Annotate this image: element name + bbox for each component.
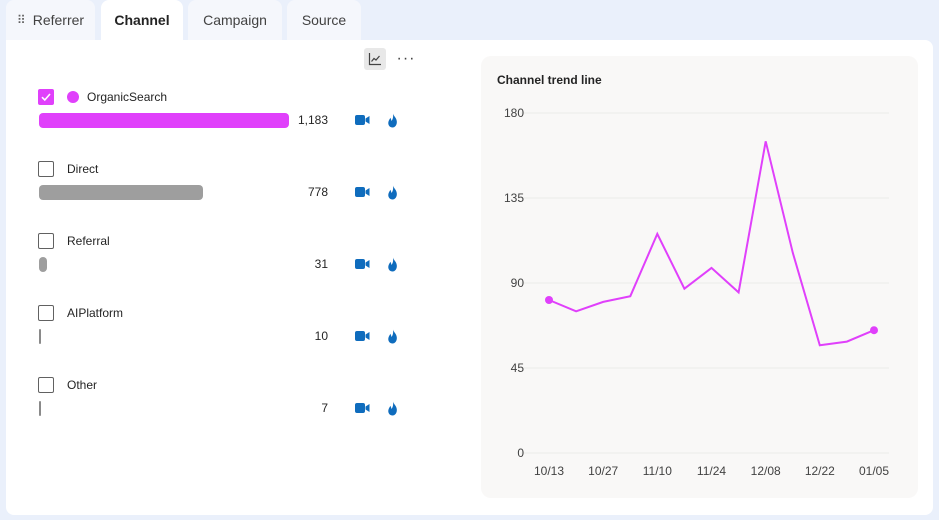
chart-toggle-button[interactable] [364,48,386,70]
fire-button[interactable] [384,327,402,345]
channel-checkbox[interactable] [38,377,54,393]
channel-bar [39,185,203,200]
tab-referrer-label: Referrer [32,12,85,28]
fire-button[interactable] [384,399,402,417]
tab-source[interactable]: Source [287,0,361,40]
channel-name: Referral [67,234,110,248]
video-icon [354,259,369,269]
channel-bar [39,329,41,344]
channel-name: Direct [67,162,99,176]
x-tick-label: 10/27 [588,464,618,478]
x-tick-label: 11/10 [643,464,672,478]
fire-icon [388,329,397,343]
y-tick-label: 0 [517,446,524,460]
tab-channel[interactable]: Channel [101,0,183,40]
y-tick-label: 90 [511,276,525,290]
tab-campaign-label: Campaign [203,12,267,28]
channel-row: AIPlatform 10 [38,305,418,365]
chart-title: Channel trend line [497,73,602,87]
channel-checkbox[interactable] [38,89,54,105]
channel-name: OrganicSearch [87,90,168,104]
trend-chart: 0 45 90 135 180 10/13 10/27 11/10 11/24 12/08 12/2… [504,106,889,478]
video-icon [354,403,369,413]
fire-icon [388,257,397,271]
fire-icon [388,113,397,127]
channel-count: 7 [321,401,328,415]
tab-source-label: Source [301,12,347,28]
channel-row: Other 7 [38,377,418,437]
fire-button[interactable] [384,111,402,129]
channel-name: AIPlatform [67,306,124,320]
more-horizontal-icon: ··· [396,50,416,67]
drag-handle-icon[interactable]: ⠿ [16,13,26,27]
fire-button[interactable] [384,183,402,201]
fire-icon [388,185,397,199]
x-tick-label: 12/22 [805,464,835,478]
series-color-dot [67,91,79,103]
video-icon [354,331,369,341]
channel-bar [39,257,47,272]
channel-checkbox[interactable] [38,305,54,321]
channel-bar [39,401,41,416]
x-tick-label: 12/08 [751,464,781,478]
x-tick-label: 01/05 [859,464,889,478]
channel-bar [39,113,289,128]
video-button[interactable] [353,111,371,129]
channel-panel: ··· OrganicSearch 1,183 Direct 778 Referral 3… [6,40,933,515]
video-button[interactable] [353,183,371,201]
fire-button[interactable] [384,255,402,273]
series-line [548,141,875,347]
tab-channel-label: Channel [114,12,170,28]
channel-count: 778 [307,185,328,199]
fire-icon [388,401,397,415]
channel-count: 10 [314,329,328,343]
more-options-button[interactable]: ··· [395,48,417,70]
channel-name: Other [67,378,98,392]
channel-count: 31 [314,257,328,271]
x-tick-label: 10/13 [534,464,564,478]
channel-row: Referral 31 [38,233,418,293]
tab-referrer[interactable]: ⠿ Referrer [6,0,95,40]
line-chart-icon [368,53,381,66]
y-tick-label: 135 [504,191,524,205]
video-button[interactable] [353,399,371,417]
channel-row: OrganicSearch 1,183 [38,89,418,149]
x-tick-label: 11/24 [697,464,726,478]
video-button[interactable] [353,255,371,273]
channel-checkbox[interactable] [38,233,54,249]
y-tick-label: 180 [504,106,524,120]
trend-chart-panel: Channel trend line 0 45 90 135 180 10/13 10/27… [481,56,918,498]
video-button[interactable] [353,327,371,345]
video-icon [354,187,369,197]
tab-campaign[interactable]: Campaign [188,0,282,40]
channel-checkbox[interactable] [38,161,54,177]
tab-bar: ⠿ Referrer Channel Campaign Source [0,0,939,40]
channel-row: Direct 778 [38,161,418,221]
y-tick-label: 45 [511,361,525,375]
series-endpoint-marker[interactable] [870,326,878,335]
series-endpoint-marker[interactable] [545,296,553,304]
channel-count: 1,183 [297,113,328,127]
checkmark-icon [41,93,51,102]
video-icon [354,115,369,125]
